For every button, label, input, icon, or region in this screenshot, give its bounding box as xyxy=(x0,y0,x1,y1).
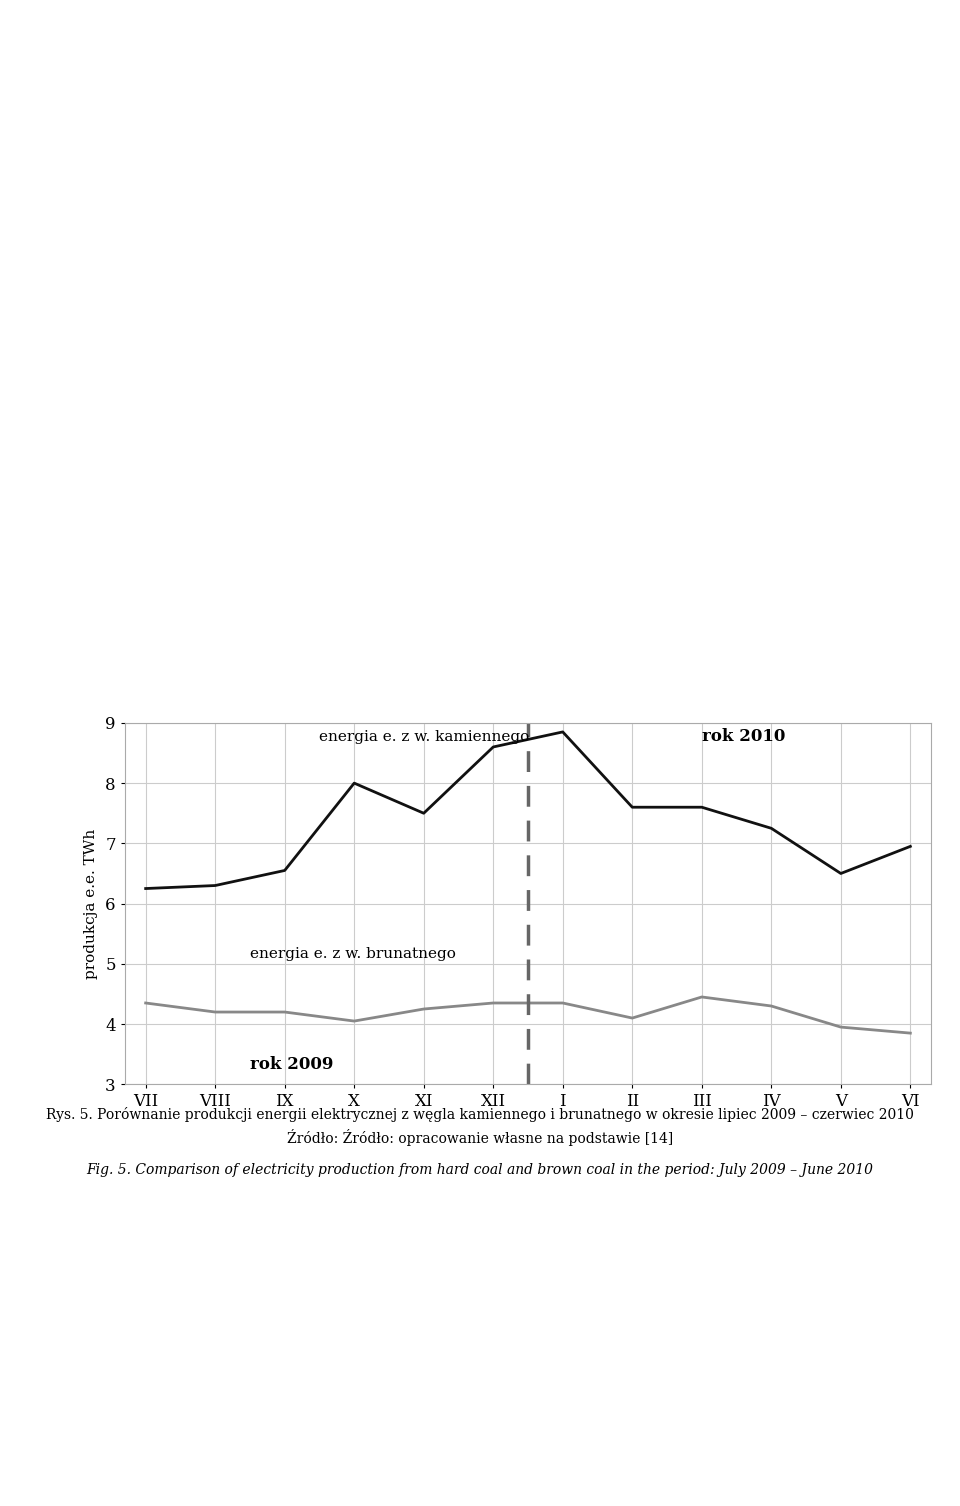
Text: Źródło: Źródło: opracowanie własne na podstawie [14]: Źródło: Źródło: opracowanie własne na po… xyxy=(287,1130,673,1146)
Text: energia e. z w. kamiennego: energia e. z w. kamiennego xyxy=(320,730,530,744)
Y-axis label: produkcja e.e. TWh: produkcja e.e. TWh xyxy=(84,828,98,979)
Text: Fig. 5. Comparison of electricity production from hard coal and brown coal in th: Fig. 5. Comparison of electricity produc… xyxy=(86,1163,874,1176)
Text: energia e. z w. brunatnego: energia e. z w. brunatnego xyxy=(250,947,456,961)
Text: Rys. 5. Porównanie produkcji energii elektrycznej z węgla kamiennego i brunatneg: Rys. 5. Porównanie produkcji energii ele… xyxy=(46,1107,914,1122)
Text: rok 2009: rok 2009 xyxy=(250,1056,333,1074)
Text: rok 2010: rok 2010 xyxy=(702,727,785,745)
